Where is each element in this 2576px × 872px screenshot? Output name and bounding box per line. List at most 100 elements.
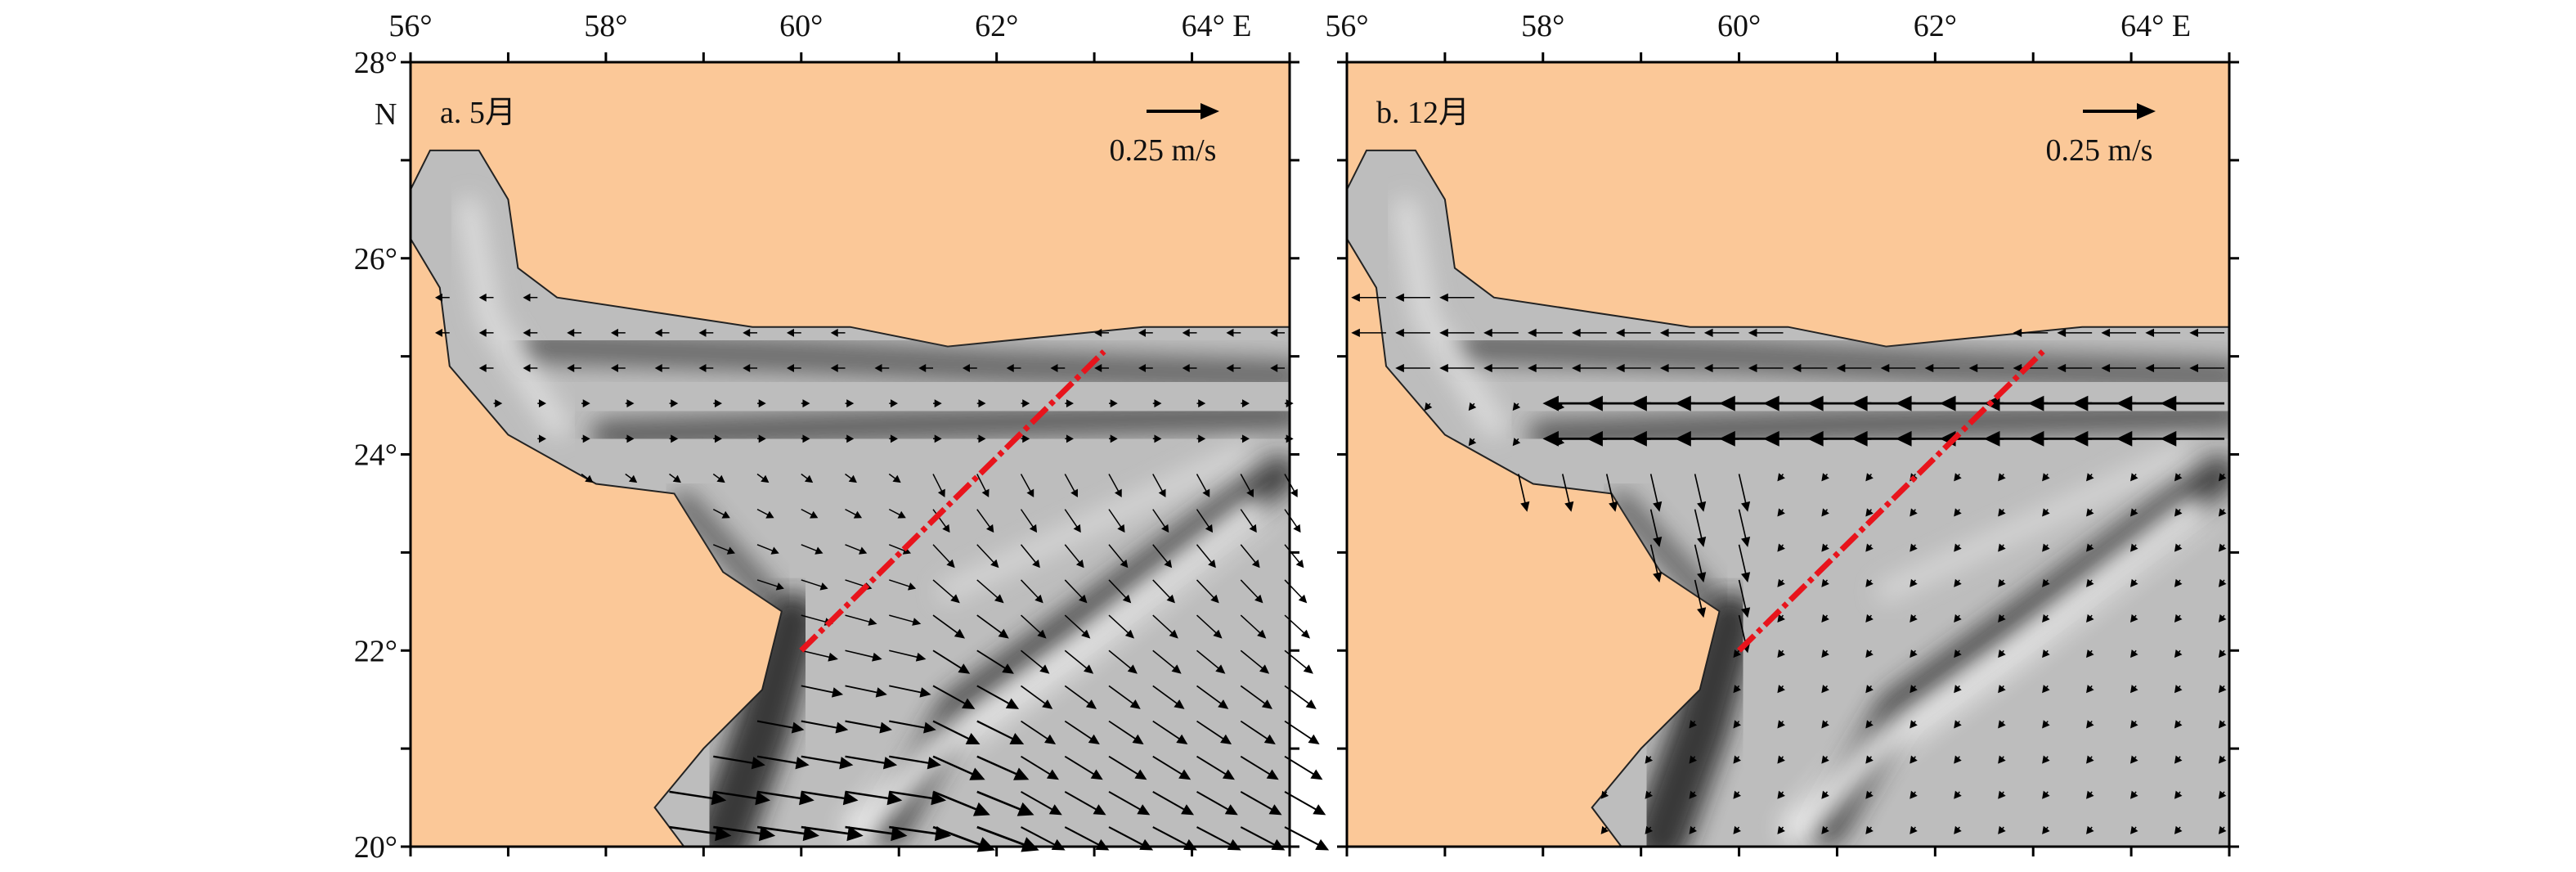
arrow-shaft bbox=[1021, 720, 1052, 742]
arrow-head bbox=[1310, 769, 1323, 780]
arrow-head bbox=[1954, 720, 1962, 729]
arrow-head bbox=[1910, 755, 1918, 764]
arrow-head bbox=[1821, 790, 1829, 799]
arrow-head bbox=[1939, 395, 1956, 411]
arrow-head bbox=[585, 474, 594, 483]
arrow-head bbox=[2145, 363, 2155, 373]
arrow-head bbox=[875, 687, 887, 698]
arrow-head bbox=[2116, 395, 2133, 411]
arrow-shaft bbox=[1196, 685, 1224, 707]
arrow-shaft bbox=[1240, 720, 1271, 742]
arrow-head bbox=[2174, 508, 2183, 517]
arrow-shaft bbox=[1240, 790, 1277, 812]
arrow-head bbox=[2218, 508, 2227, 517]
arrow-head bbox=[726, 546, 735, 555]
arrow-head bbox=[1266, 769, 1279, 780]
arrow-head bbox=[1313, 804, 1326, 816]
arrow-head bbox=[1910, 508, 1918, 517]
arrow-shaft bbox=[932, 650, 965, 672]
arrow-shaft bbox=[1021, 614, 1043, 636]
arrow-head bbox=[758, 399, 766, 408]
arrow-shaft bbox=[1240, 755, 1274, 777]
arrow-head bbox=[994, 594, 1004, 604]
arrow-head bbox=[1865, 755, 1874, 764]
arrow-head bbox=[886, 791, 903, 806]
arrow-head bbox=[1807, 430, 1824, 447]
arrow-head bbox=[1733, 720, 1741, 729]
arrow-shaft bbox=[1152, 826, 1192, 848]
arrow-head bbox=[1600, 790, 1609, 799]
arrow-head bbox=[978, 399, 986, 408]
arrow-shaft bbox=[976, 720, 1018, 742]
arrow-head bbox=[819, 582, 828, 591]
arrow-shaft bbox=[1152, 720, 1183, 742]
arrow-head bbox=[2129, 825, 2138, 834]
arrow-head bbox=[1029, 524, 1038, 533]
arrow-head bbox=[897, 510, 906, 519]
arrow-head bbox=[1645, 825, 1654, 834]
arrow-head bbox=[1586, 430, 1603, 447]
arrow-head bbox=[1777, 614, 1785, 623]
arrow-head bbox=[1821, 825, 1829, 834]
arrow-head bbox=[1224, 804, 1238, 816]
arrow-head bbox=[2116, 430, 2133, 447]
arrow-head bbox=[1298, 594, 1308, 604]
arrow-head bbox=[1066, 434, 1074, 443]
arrow-head bbox=[1821, 543, 1829, 552]
shade-band bbox=[937, 444, 1251, 602]
arrow-head bbox=[2042, 790, 2050, 799]
arrow-head bbox=[1821, 473, 1829, 482]
arrow-shaft bbox=[1196, 755, 1230, 777]
arrow-head bbox=[758, 825, 776, 842]
arrow-head bbox=[582, 399, 590, 408]
arrow-head bbox=[1821, 755, 1829, 764]
arrow-shaft bbox=[976, 579, 1001, 600]
arrow-head bbox=[846, 434, 855, 443]
scale-label: 0.25 m/s bbox=[1110, 133, 1217, 168]
arrow-head bbox=[770, 546, 779, 555]
arrow-shaft bbox=[976, 790, 1026, 813]
scale-arrow-head bbox=[2137, 103, 2156, 119]
arrow-head bbox=[802, 825, 819, 842]
arrow-shaft bbox=[1196, 826, 1236, 848]
arrow-head bbox=[1166, 594, 1175, 604]
arrow-head bbox=[1259, 664, 1270, 674]
arrow-shaft bbox=[932, 755, 978, 778]
arrow-head bbox=[1748, 363, 1757, 373]
arrow-shaft bbox=[1649, 544, 1659, 578]
arrow-head bbox=[1241, 399, 1250, 408]
arrow-head bbox=[1090, 769, 1103, 780]
arrow-shaft bbox=[889, 614, 917, 623]
arrow-head bbox=[1120, 559, 1129, 569]
arrow-shaft bbox=[1240, 614, 1263, 636]
arrow-head bbox=[538, 399, 546, 408]
arrow-shaft bbox=[1284, 509, 1299, 530]
arrow-head bbox=[1697, 572, 1707, 583]
arrow-shaft bbox=[756, 825, 810, 836]
current-arrows bbox=[434, 293, 1330, 852]
arrow-shaft bbox=[889, 825, 942, 836]
x-tick-label: 62° bbox=[975, 9, 1018, 43]
arrow-shaft bbox=[932, 790, 982, 813]
arrow-shaft bbox=[1064, 650, 1090, 672]
arrow-head bbox=[654, 364, 662, 373]
arrow-head bbox=[2027, 395, 2044, 411]
arrow-shaft bbox=[801, 614, 829, 623]
arrow-head bbox=[743, 364, 751, 373]
arrow-head bbox=[714, 434, 722, 443]
arrow-head bbox=[698, 364, 707, 373]
arrow-head bbox=[1218, 699, 1229, 709]
arrow-head bbox=[1954, 473, 1962, 482]
arrow-head bbox=[1954, 543, 1962, 552]
y-tick-label: 28° bbox=[354, 46, 397, 80]
arrow-head bbox=[1689, 790, 1698, 799]
arrow-head bbox=[1290, 488, 1298, 497]
arrow-head bbox=[2174, 543, 2183, 552]
arrow-head bbox=[1009, 733, 1025, 745]
arrow-head bbox=[1910, 825, 1918, 834]
arrow-head bbox=[1261, 699, 1273, 709]
arrow-shaft bbox=[756, 755, 802, 765]
arrow-head bbox=[830, 328, 838, 337]
arrow-head bbox=[2218, 685, 2227, 694]
